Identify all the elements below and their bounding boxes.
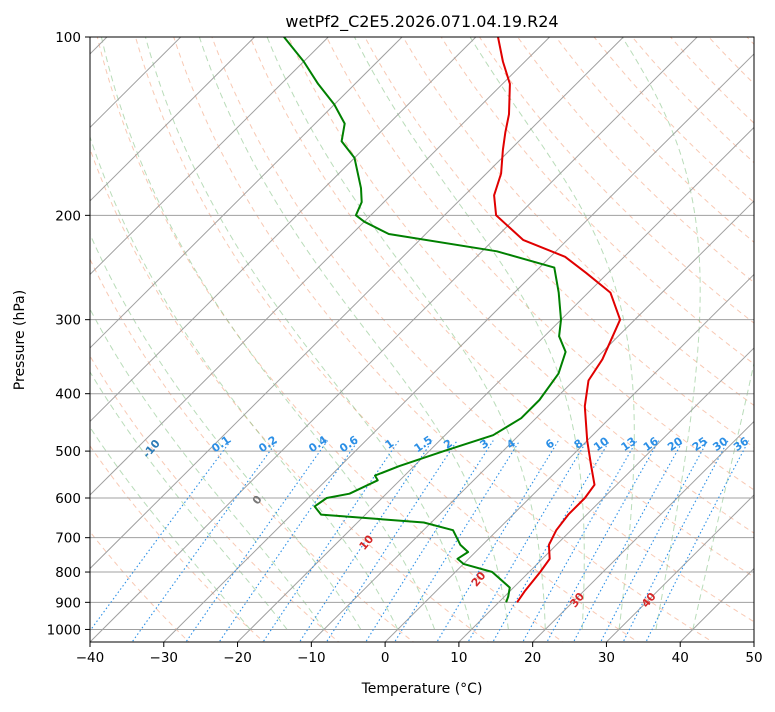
x-tick-label: 0 xyxy=(381,650,390,666)
moist-adiabat-line xyxy=(198,37,509,630)
isotherm-line xyxy=(90,37,550,496)
mixing-ratio-line xyxy=(522,440,638,642)
moist-adiabat-line xyxy=(144,37,472,630)
y-tick-label: 700 xyxy=(55,531,81,547)
chart-title: wetPf2_C2E5.2026.071.04.19.R24 xyxy=(285,12,558,32)
x-axis-label: Temperature (°C) xyxy=(361,681,483,697)
mixing-ratio-line xyxy=(572,440,684,642)
mixing-ratio-line xyxy=(185,440,328,642)
moist-adiabat-line xyxy=(621,37,701,630)
mixing-ratio-line xyxy=(467,440,588,642)
mixing-ratio-line xyxy=(436,440,559,642)
moist-adiabat-line xyxy=(90,370,288,630)
moist-adiabat-line xyxy=(90,233,362,630)
dewpoint-profile-line xyxy=(283,37,567,603)
dry-adiabat-line xyxy=(211,37,754,623)
isotherm-line xyxy=(90,37,698,642)
isotherm-line xyxy=(384,273,754,642)
y-tick-label: 600 xyxy=(55,491,81,507)
x-tick-label: −40 xyxy=(76,650,105,666)
mixing-ratio-line xyxy=(325,440,458,642)
isotherm-line xyxy=(90,37,255,202)
y-tick-label: 400 xyxy=(55,387,81,403)
y-tick-label: 800 xyxy=(55,565,81,581)
y-tick-label: 500 xyxy=(55,444,81,460)
isotherm-line xyxy=(90,37,403,349)
mixing-ratio-line xyxy=(262,440,400,642)
mixing-ratio-line xyxy=(600,440,709,642)
isotherm-line xyxy=(163,53,754,642)
y-tick-label: 900 xyxy=(55,595,81,611)
isotherm-line xyxy=(90,37,329,276)
mixing-ratio-line xyxy=(622,440,729,642)
y-tick-label: 100 xyxy=(55,30,81,46)
isotherm-line xyxy=(310,200,754,642)
isotherm-line xyxy=(532,420,754,642)
moist-adiabat-line xyxy=(469,37,635,630)
mixing-ratio-line xyxy=(393,440,521,642)
temperature-profile-line xyxy=(493,37,622,603)
moist-adiabat-line xyxy=(90,308,325,630)
mixing-ratio-line xyxy=(131,440,279,642)
dry-adiabat-line xyxy=(479,37,754,324)
y-tick-label: 1000 xyxy=(47,622,81,638)
mixing-ratio-line xyxy=(298,440,433,642)
dry-adiabat-line xyxy=(364,37,754,448)
y-axis-label: Pressure (hPa) xyxy=(12,290,28,390)
x-tick-label: 50 xyxy=(745,650,762,666)
y-tick-label: 200 xyxy=(55,208,81,224)
mixing-ratio-line xyxy=(492,440,611,642)
moist-adiabat-line xyxy=(692,360,754,630)
x-tick-label: 10 xyxy=(450,650,467,666)
moist-adiabat-line xyxy=(266,37,546,630)
isotherm-line xyxy=(237,126,754,642)
y-tick-label: 300 xyxy=(55,313,81,329)
moist-adiabat-line xyxy=(90,426,251,630)
x-tick-label: 20 xyxy=(524,650,541,666)
isotherm-line xyxy=(458,347,754,642)
x-tick-label: 30 xyxy=(598,650,615,666)
moist-adiabat-line xyxy=(100,37,436,630)
plot-frame xyxy=(89,36,755,643)
moist-adiabat-line xyxy=(90,135,399,630)
isotherm-line xyxy=(606,494,754,642)
mixing-ratio-line xyxy=(365,440,494,642)
x-tick-label: −30 xyxy=(150,650,179,666)
dry-adiabat-line xyxy=(96,37,564,642)
moist-adiabat-line xyxy=(354,37,585,630)
x-tick-label: −10 xyxy=(297,650,326,666)
x-tick-label: −20 xyxy=(223,650,252,666)
isotherm-line xyxy=(90,37,477,423)
x-tick-label: 40 xyxy=(672,650,689,666)
dry-adiabat-line xyxy=(326,37,754,491)
isotherm-line xyxy=(90,37,624,570)
dry-adiabat-line xyxy=(90,147,490,642)
